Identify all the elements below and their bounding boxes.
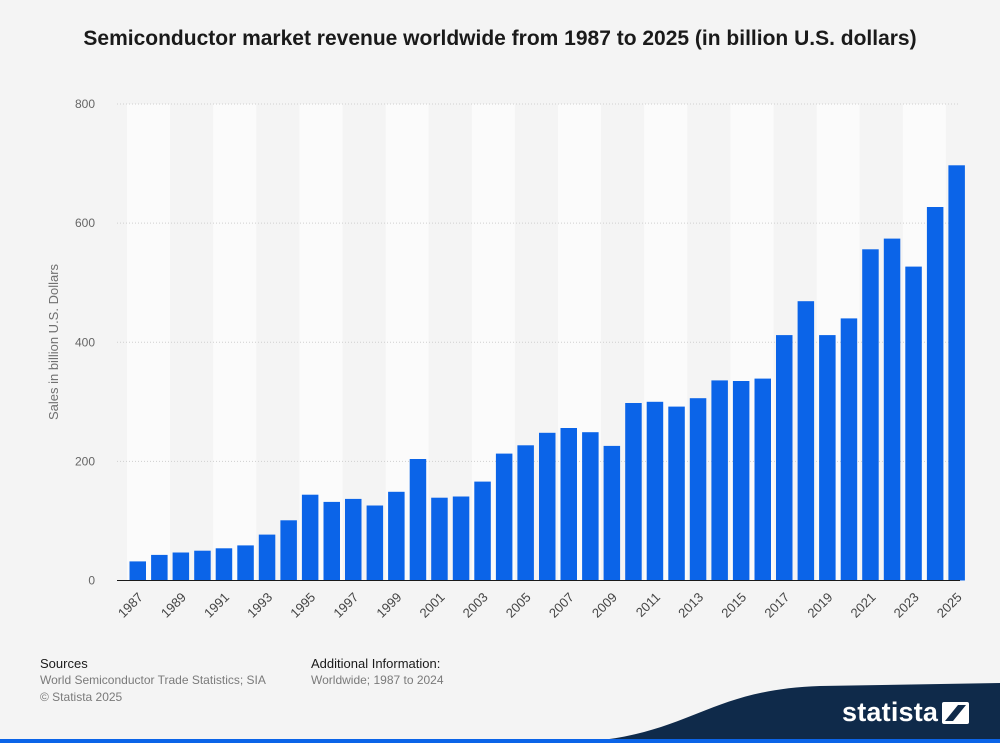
bar-2012[interactable] — [668, 406, 685, 581]
sources-text[interactable]: World Semiconductor Trade Statistics; SI… — [40, 673, 266, 687]
y-tick-label: 600 — [75, 216, 95, 230]
bar-2011[interactable] — [646, 401, 664, 581]
bar-2006[interactable] — [539, 432, 556, 581]
statista-logo-icon — [942, 702, 969, 724]
y-axis-label: Sales in billion U.S. Dollars — [46, 263, 61, 420]
bar-1990[interactable] — [194, 550, 211, 581]
y-tick-label: 800 — [75, 97, 95, 111]
bar-2024[interactable] — [926, 207, 944, 581]
bar-2009[interactable] — [603, 445, 621, 581]
bar-2013[interactable] — [689, 398, 707, 581]
bar-2016[interactable] — [754, 378, 772, 581]
bar-2018[interactable] — [797, 301, 815, 581]
additional-info-heading: Additional Information: — [311, 656, 441, 671]
bar-1995[interactable] — [301, 494, 319, 581]
bar-1997[interactable] — [345, 498, 362, 581]
bar-2004[interactable] — [495, 453, 513, 581]
bar-1988[interactable] — [151, 554, 168, 581]
bar-1992[interactable] — [237, 545, 254, 581]
bar-2020[interactable] — [840, 318, 858, 581]
bar-2021[interactable] — [862, 249, 879, 581]
y-tick-labels: 0 200 400 600 800 — [75, 97, 95, 588]
y-tick-label: 200 — [75, 454, 95, 468]
bar-1998[interactable] — [366, 505, 384, 581]
y-tick-label: 400 — [75, 335, 95, 349]
bar-2002[interactable] — [452, 496, 470, 581]
bar-2010[interactable] — [625, 403, 642, 581]
y-tick-label: 0 — [88, 574, 95, 588]
bar-2003[interactable] — [474, 481, 491, 581]
bar-2001[interactable] — [431, 497, 448, 581]
bar-1987[interactable] — [129, 561, 147, 581]
bar-2015[interactable] — [732, 381, 750, 581]
bars — [129, 165, 965, 581]
sources-heading: Sources — [40, 656, 88, 671]
chart-title: Semiconductor market revenue worldwide f… — [83, 27, 917, 50]
bar-1989[interactable] — [172, 552, 190, 581]
bar-1994[interactable] — [280, 520, 297, 581]
bar-2017[interactable] — [776, 335, 793, 581]
bar-2025[interactable] — [948, 165, 965, 581]
bar-2014[interactable] — [711, 380, 728, 581]
copyright[interactable]: © Statista 2025 — [40, 690, 123, 704]
bar-2022[interactable] — [883, 238, 901, 581]
bar-2019[interactable] — [819, 335, 836, 581]
bar-2000[interactable] — [409, 459, 427, 581]
bar-1996[interactable] — [323, 501, 341, 581]
bar-1993[interactable] — [258, 534, 276, 581]
bar-2007[interactable] — [560, 428, 578, 581]
bar-1991[interactable] — [215, 548, 233, 581]
statista-logo-text[interactable]: statista — [842, 697, 939, 727]
bar-2023[interactable] — [905, 266, 922, 581]
bar-2005[interactable] — [517, 445, 534, 581]
bar-2008[interactable] — [582, 432, 599, 581]
additional-info-text: Worldwide; 1987 to 2024 — [311, 673, 444, 687]
bar-1999[interactable] — [388, 491, 405, 581]
